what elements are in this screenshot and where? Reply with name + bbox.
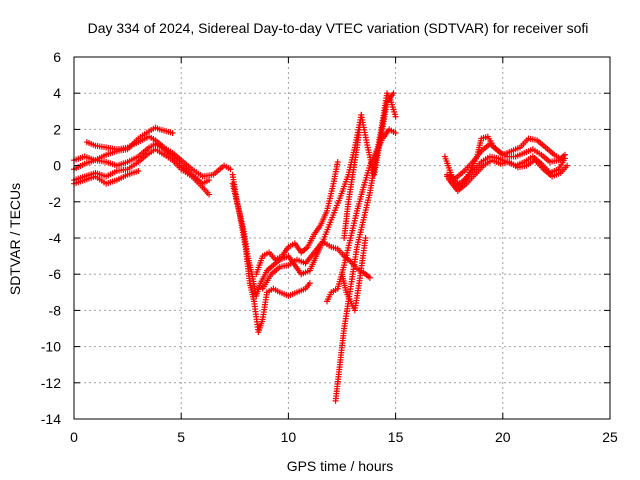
series-track-10: [332, 90, 399, 404]
data-point: [135, 168, 142, 175]
data-point: [390, 90, 397, 97]
data-point: [169, 130, 176, 137]
y-tick-label: -6: [49, 266, 62, 282]
x-tick-label: 15: [388, 429, 404, 445]
x-tick-label: 0: [70, 429, 78, 445]
y-tick-label: -10: [41, 339, 61, 355]
data-point: [564, 162, 571, 169]
x-tick-label: 5: [177, 429, 185, 445]
axis-ticks: 0 5 10 15 20 25 -14 -12 -10 -8 -6 -4 -2 0 2 4 6: [41, 49, 618, 445]
data-point: [362, 235, 369, 241]
x-tick-label: 10: [281, 429, 297, 445]
data-point: [366, 274, 373, 281]
data-point: [206, 191, 213, 198]
x-tick-label: 25: [602, 429, 618, 445]
series-track-17: [446, 157, 571, 194]
y-tick-label: 2: [53, 121, 61, 137]
y-tick-label: 6: [53, 49, 61, 65]
series-track-13: [341, 90, 397, 241]
data-point: [392, 130, 399, 137]
data-point: [561, 155, 568, 162]
series-track-12: [339, 235, 369, 314]
data-point: [306, 280, 313, 287]
y-tick-label: -2: [49, 194, 62, 210]
chart-title: Day 334 of 2024, Sidereal Day-to-day VTE…: [88, 20, 589, 36]
data-points: [71, 90, 571, 404]
x-tick-label: 20: [495, 429, 511, 445]
y-tick-label: 4: [53, 85, 61, 101]
series-track-7: [229, 171, 373, 299]
series-track-8: [253, 158, 341, 278]
series-track-2: [83, 133, 234, 180]
y-tick-label: -8: [49, 302, 62, 318]
y-axis-label: SDTVAR / TECUs: [7, 183, 23, 295]
x-axis-label: GPS time / hours: [287, 458, 394, 474]
data-point: [206, 177, 213, 184]
y-tick-label: -12: [41, 375, 61, 391]
series-track-15: [444, 140, 568, 182]
data-point: [392, 113, 399, 120]
data-point: [334, 158, 341, 165]
data-point: [227, 166, 234, 173]
y-tick-label: 0: [53, 158, 61, 174]
y-tick-label: -4: [49, 230, 62, 246]
y-tick-label: -14: [41, 411, 61, 427]
